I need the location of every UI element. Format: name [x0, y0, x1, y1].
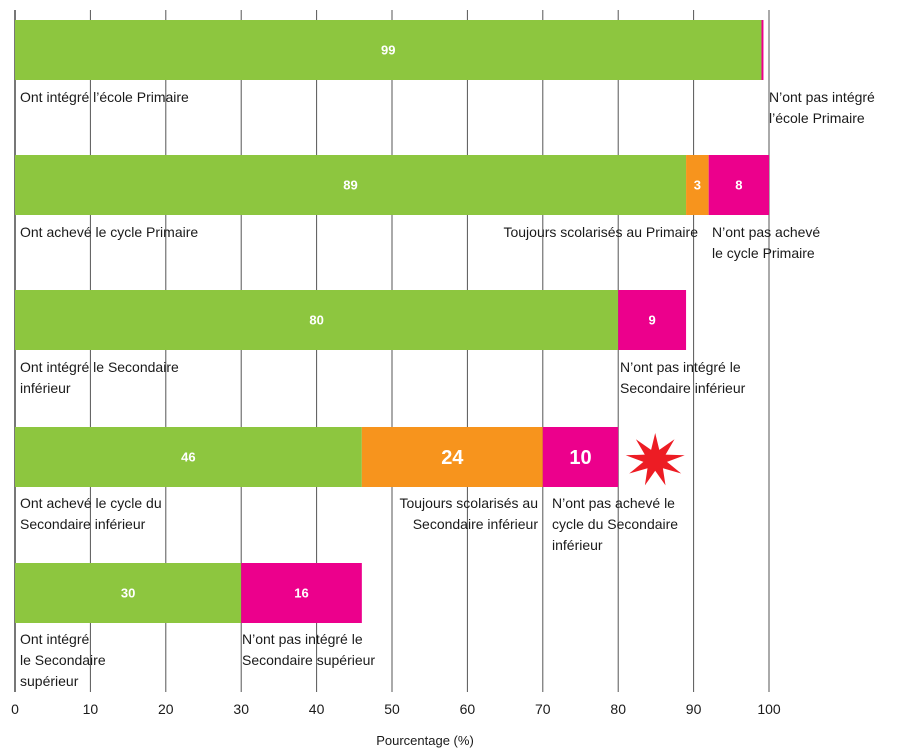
segment-annotation: N’ont pas achevé le cycle Primaire — [712, 224, 820, 261]
bar-segment — [708, 155, 769, 215]
x-tick-label: 70 — [535, 701, 551, 717]
segment-annotation: N’ont pas intégré le Secondaire inférieur — [620, 359, 746, 396]
segment-value-label: 30 — [121, 586, 135, 601]
segment-annotation: Ont achevé le cycle Primaire — [20, 224, 198, 240]
segment-annotation: Toujours scolarisés au Primaire — [503, 224, 698, 240]
bar-segment — [15, 563, 242, 623]
segment-labels: 99 0,2 89 3 8 80 9 46 24 10 30 16 — [121, 43, 791, 601]
segment-annotation: N’ont pas intégré le Secondaire supérieur — [242, 631, 375, 668]
x-tick-label: 0 — [11, 701, 19, 717]
segment-annotation: Ont achevé le cycle du Secondaire inférie… — [20, 495, 162, 532]
bar-segment — [761, 20, 764, 80]
x-tick-label: 60 — [460, 701, 476, 717]
bar-segment — [15, 427, 362, 487]
segment-value-label: 10 — [569, 447, 591, 469]
gridlines — [14, 10, 770, 692]
bar-segment — [15, 290, 619, 350]
segment-value-label: 46 — [181, 450, 195, 465]
segment-value-label: 0,2 — [773, 43, 791, 58]
segment-value-label: 16 — [294, 586, 308, 601]
segment-value-label: 3 — [694, 178, 701, 193]
x-tick-label: 40 — [309, 701, 325, 717]
bar-segment — [618, 290, 687, 350]
explosion-burst-icon — [625, 433, 685, 486]
x-axis-label: Pourcentage (%) — [376, 733, 474, 748]
annotations: Ont intégré l’école Primaire N’ont pas in… — [20, 89, 875, 689]
bar-segment — [542, 427, 619, 487]
segment-value-label: 89 — [343, 178, 357, 193]
bar-segment — [15, 155, 687, 215]
bar-segment — [686, 155, 709, 215]
segment-annotation: Toujours scolarisés au Secondaire inférie… — [399, 495, 538, 532]
bars — [15, 20, 769, 623]
segment-value-label: 24 — [441, 447, 464, 469]
segment-value-label: 80 — [309, 313, 323, 328]
x-axis: 0 10 20 30 40 50 60 70 80 90 100 — [11, 701, 781, 717]
bar-segment — [361, 427, 543, 487]
x-tick-label: 50 — [384, 701, 400, 717]
segment-annotation: Ont intégré le Secondaire inférieur — [20, 359, 179, 396]
x-tick-label: 30 — [233, 701, 249, 717]
x-tick-label: 10 — [83, 701, 99, 717]
segment-annotation: N’ont pas achevé le cycle du Secondaire in… — [552, 495, 678, 553]
x-tick-label: 20 — [158, 701, 174, 717]
x-tick-label: 90 — [686, 701, 702, 717]
bar-segment — [241, 563, 362, 623]
x-tick-label: 80 — [610, 701, 626, 717]
segment-value-label: 9 — [649, 313, 656, 328]
x-tick-label: 100 — [757, 701, 781, 717]
segment-annotation: Ont intégré le Secondaire supérieur — [20, 631, 106, 689]
bar-segment — [15, 20, 762, 80]
segment-annotation: N’ont pas intégré l’école Primaire — [769, 89, 875, 126]
segment-annotation: Ont intégré l’école Primaire — [20, 89, 189, 105]
segment-value-label: 8 — [735, 178, 742, 193]
segment-value-label: 99 — [381, 43, 395, 58]
